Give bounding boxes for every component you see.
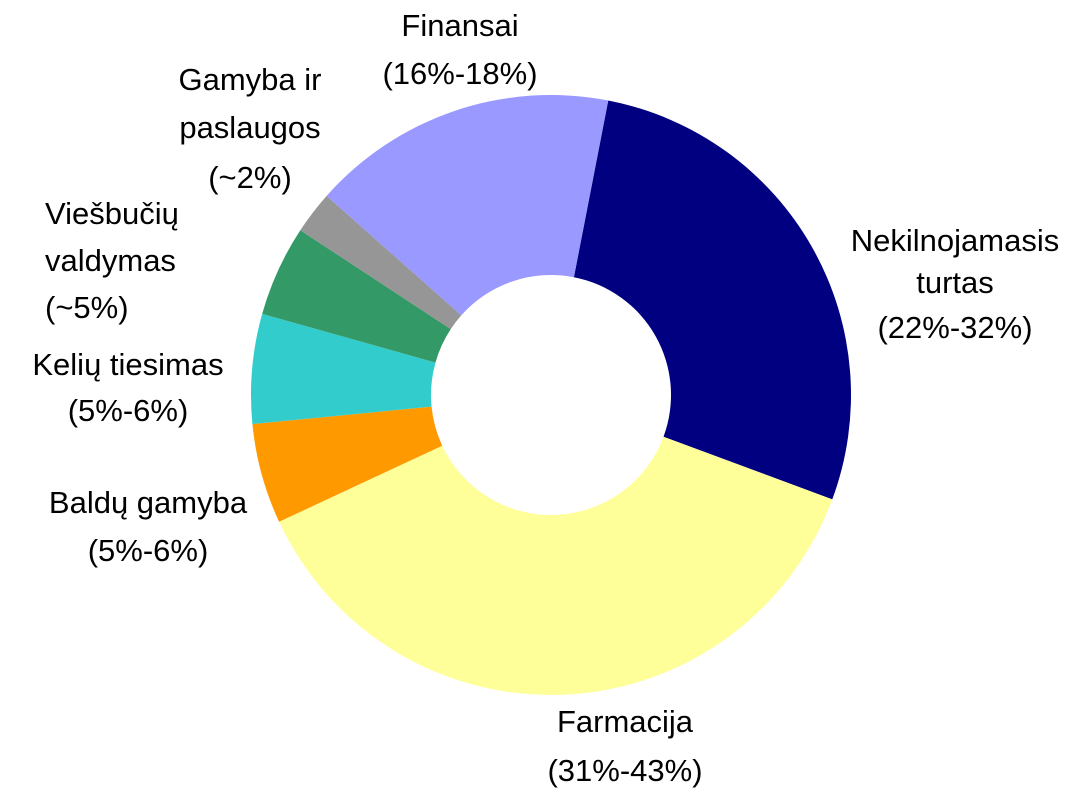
donut-slice — [573, 100, 851, 500]
donut-slice — [300, 195, 462, 330]
slice-label: (~2%) — [208, 160, 292, 195]
slice-label: Kelių tiesimas — [32, 347, 223, 382]
slice-label: Nekilnojamasis — [851, 223, 1059, 258]
slice-label: (5%-6%) — [88, 533, 209, 568]
slice-label: Viešbučių — [45, 196, 179, 231]
slice-label: paslaugos — [179, 110, 320, 145]
donut-slice — [279, 436, 833, 695]
slice-label: (16%-18%) — [382, 56, 537, 91]
slice-label: (22%-32%) — [877, 310, 1032, 345]
slice-label: turtas — [916, 265, 994, 300]
donut-slice — [326, 95, 609, 316]
slice-label: Baldų gamyba — [49, 485, 248, 520]
donut-slice — [262, 230, 451, 363]
slice-label: (31%-43%) — [547, 753, 702, 788]
donut-slice — [252, 406, 443, 522]
slice-label: (~5%) — [45, 290, 129, 325]
slice-label: valdymas — [45, 243, 176, 278]
donut-slice — [250, 313, 436, 425]
slice-label: Finansai — [401, 8, 518, 43]
slice-label: Farmacija — [557, 704, 694, 739]
slice-label: Gamyba ir — [179, 62, 322, 97]
slice-label: (5%-6%) — [68, 393, 189, 428]
